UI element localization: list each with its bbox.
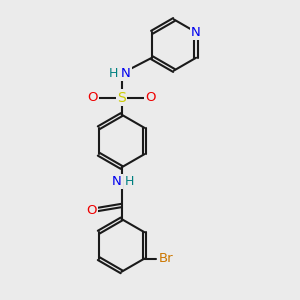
Text: Br: Br — [159, 252, 173, 265]
Text: N: N — [191, 26, 201, 39]
Text: H: H — [108, 67, 118, 80]
Text: S: S — [117, 91, 126, 104]
Text: O: O — [86, 203, 97, 217]
Text: O: O — [145, 91, 155, 104]
Text: N: N — [121, 67, 131, 80]
Text: H: H — [125, 175, 135, 188]
Text: O: O — [88, 91, 98, 104]
Text: N: N — [112, 175, 122, 188]
